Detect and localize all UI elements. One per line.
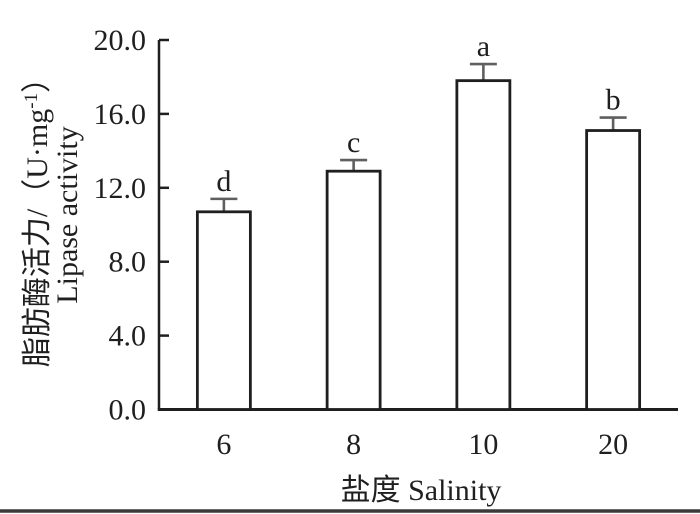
bar <box>455 79 512 411</box>
x-axis-title: 盐度 Salinity <box>341 474 502 507</box>
bar <box>585 129 642 411</box>
y-tick-label: 4.0 <box>109 320 147 353</box>
x-tick-label: 10 <box>468 428 498 461</box>
y-tick-label: 8.0 <box>109 246 147 279</box>
x-tick-label: 20 <box>598 428 628 461</box>
significance-letter: b <box>606 84 621 117</box>
y-axis-title-en: Lipase activity <box>51 126 84 303</box>
y-tick-label: 12.0 <box>94 172 147 205</box>
plot-area: 0.0 4.0 8.0 12.0 16.0 20.0 d 6 c 8 a 10 b 20 <box>94 24 678 461</box>
bar <box>325 169 382 411</box>
significance-letter: c <box>347 126 360 159</box>
x-tick-label: 8 <box>346 428 361 461</box>
y-axis-title-zh: 脂肪酶活力/（U·mg-1） <box>21 63 54 367</box>
y-tick-label: 0.0 <box>109 394 147 427</box>
x-tick-label: 6 <box>216 428 231 461</box>
y-axis-title-zh-prefix: 脂肪酶活力/（U·mg <box>21 109 54 367</box>
y-tick-label: 20.0 <box>94 24 147 57</box>
y-axis-title-zh-suffix: ） <box>21 63 54 93</box>
y-tick-label: 16.0 <box>94 98 147 131</box>
significance-letter: a <box>477 30 490 63</box>
bar <box>195 210 252 411</box>
y-axis-title-zh-superscript: -1 <box>21 93 42 109</box>
significance-letter: d <box>216 165 231 198</box>
